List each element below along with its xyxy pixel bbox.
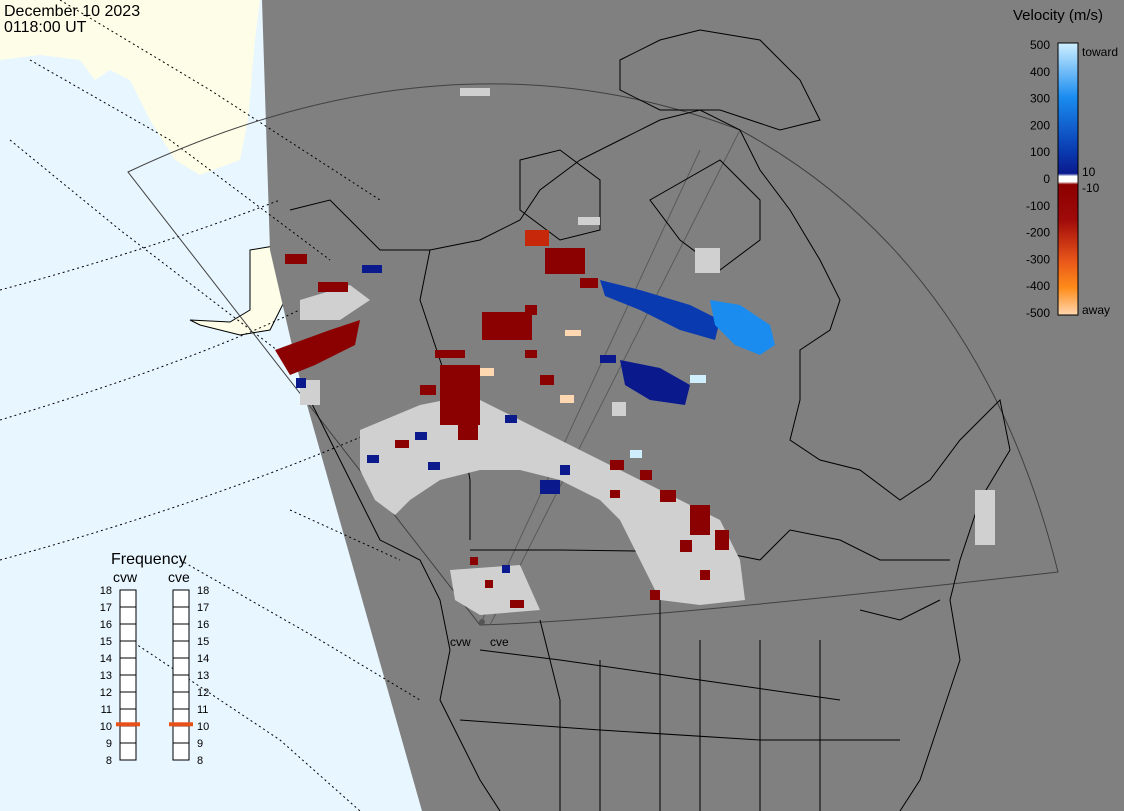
radar-label-cvw: cvw (450, 635, 471, 649)
velocity-tick-label: -100 (1026, 199, 1050, 213)
velocity-inner-tick-neg: -10 (1082, 181, 1100, 195)
frequency-radar-cve: cve (168, 569, 190, 585)
frequency-tick-label: 16 (197, 619, 209, 631)
velocity-colorbar (1057, 42, 1079, 316)
header-date: December 10 2023 (4, 3, 140, 20)
frequency-tick-label: 17 (100, 602, 112, 614)
frequency-tick-label: 15 (197, 636, 209, 648)
frequency-tick-label: 11 (197, 704, 208, 716)
frequency-marker-cve (169, 722, 193, 727)
velocity-tick-label: 300 (1030, 92, 1050, 106)
velocity-tick-label: -200 (1026, 226, 1050, 240)
frequency-tick-label: 10 (100, 721, 112, 733)
frequency-tick-label: 13 (197, 670, 209, 682)
frequency-legend: Frequency cvw cve 18 17 16 15 14 13 12 11 10 9 8 18… (100, 551, 210, 767)
frequency-tick-label: 15 (100, 636, 112, 648)
frequency-tick-label: 13 (100, 670, 112, 682)
velocity-away (275, 230, 729, 608)
frequency-tick-label: 17 (197, 602, 209, 614)
header-time: 0118:00 UT (4, 19, 87, 36)
day-land (0, 0, 260, 175)
frequency-tick-label: 8 (106, 755, 112, 767)
frequency-tick-label: 10 (197, 721, 209, 733)
radar-site-dot (479, 619, 485, 625)
frequency-tick-label: 9 (106, 738, 112, 750)
frequency-tick-label: 9 (197, 738, 203, 750)
frequency-tick-label: 18 (197, 585, 209, 597)
fov-outline (127, 83, 1059, 626)
velocity-tick-label: -500 (1026, 306, 1050, 320)
velocity-inner-tick-pos: 10 (1082, 165, 1096, 179)
velocity-legend-title: Velocity (m/s) (1013, 7, 1103, 24)
velocity-away-label: away (1082, 303, 1110, 317)
frequency-tick-label: 11 (101, 704, 112, 716)
beam-lines (479, 129, 741, 626)
radar-label-cve: cve (490, 635, 509, 649)
frequency-tick-label: 14 (100, 653, 112, 665)
frequency-tick-label: 8 (197, 755, 203, 767)
velocity-tick-label: 0 (1043, 172, 1050, 186)
frequency-tick-label: 12 (100, 687, 112, 699)
velocity-toward-label: toward (1082, 45, 1118, 59)
velocity-away-high (480, 330, 581, 403)
velocity-tick-label: 200 (1030, 118, 1050, 132)
frequency-radar-cvw: cvw (113, 569, 138, 585)
velocity-legend: Velocity (m/s) 500 400 300 200 100 0 -100 -200 -… (1013, 7, 1118, 320)
frequency-tick-label: 14 (197, 653, 209, 665)
velocity-tick-label: 400 (1030, 65, 1050, 79)
velocity-tick-label: 100 (1030, 145, 1050, 159)
frequency-tick-label: 12 (197, 687, 209, 699)
frequency-tick-label: 16 (100, 619, 112, 631)
frequency-marker-cvw (116, 722, 140, 727)
frequency-legend-title: Frequency (111, 551, 187, 568)
velocity-tick-label: -300 (1026, 252, 1050, 266)
graticule (0, 0, 421, 811)
velocity-tick-label: 500 (1030, 38, 1050, 52)
velocity-tick-label: -400 (1026, 279, 1050, 293)
frequency-tick-label: 18 (100, 585, 112, 597)
velocity-toward (296, 265, 775, 573)
